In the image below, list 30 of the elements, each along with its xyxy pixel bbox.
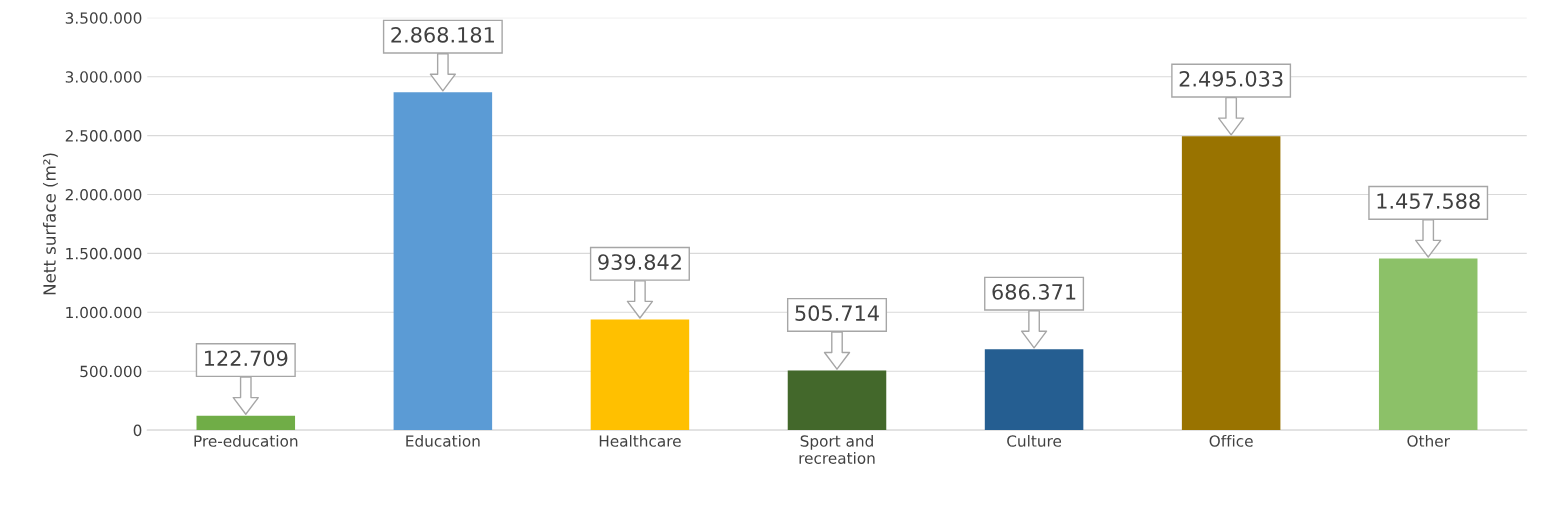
x-tick-label: Office [1209,434,1253,447]
x-tick-label: Education [406,434,480,447]
data-label: 939.842 [598,254,681,270]
data-label: 2.495.033 [1179,70,1283,87]
x-tick-label: Other [1407,434,1450,447]
x-tick-label: Pre-education [194,434,298,447]
y-tick-label: 2.000.000 [65,188,142,201]
y-tick-label: 3.500.000 [65,12,142,24]
y-tick-label: 500.000 [80,365,142,378]
data-label: 505.714 [795,305,879,322]
data-label: 1.457.588 [1377,193,1480,209]
x-tick-label: Sport and recreation [799,434,875,464]
bar [787,370,887,431]
x-tick-label: Culture [1007,434,1062,447]
data-label: 122.709 [205,350,288,367]
bar [196,415,296,431]
bar [1378,258,1478,431]
data-label: 2.868.181 [391,26,494,43]
bar [1181,136,1281,431]
bar [590,319,690,431]
x-tick-label: Healthcare [599,434,681,447]
y-tick-label: 1.500.000 [66,247,142,260]
y-tick-label: 0 [133,424,142,437]
bar [984,349,1084,431]
y-tick-label: 1.000.000 [66,306,142,319]
y-tick-label: 2.500.000 [65,130,142,142]
data-label: 686.371 [992,283,1076,300]
y-axis-title: Nett surface (m²) [42,153,58,295]
bar [393,92,493,431]
y-tick-label: 3.000.000 [65,71,142,83]
